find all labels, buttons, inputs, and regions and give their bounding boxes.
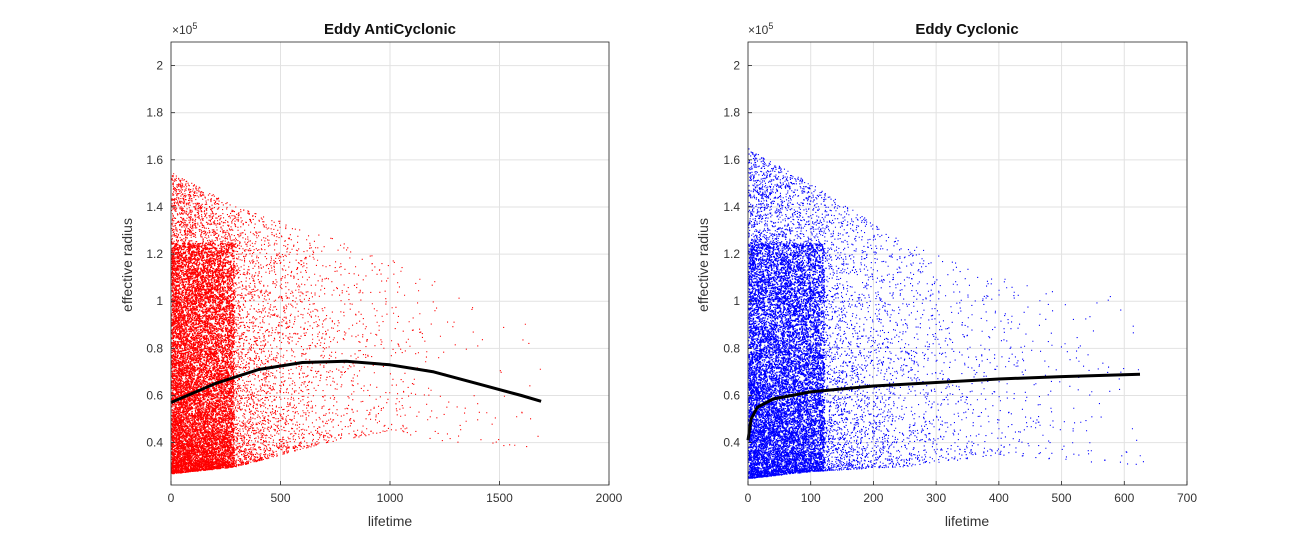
- x-axis-label: lifetime: [368, 513, 413, 529]
- y-tick-label: 0.8: [723, 341, 740, 355]
- y-tick-label: 0.6: [146, 388, 163, 402]
- x-tick-label: 1000: [377, 491, 404, 505]
- panel-cyclonic: 0 100 200 300 400 500 600 700 0.4 0.6 0.8 1 1.2 1.4 1.…: [695, 21, 1197, 529]
- y-tick-label: 1.2: [723, 247, 740, 261]
- x-tick-label: 100: [801, 491, 821, 505]
- y-tick-label: 1.8: [146, 106, 163, 120]
- y-tick-label: 1.2: [146, 247, 163, 261]
- fit-curve: [746, 372, 1141, 441]
- y-tick-label: 0.6: [723, 388, 740, 402]
- y-tick-label: 0.4: [723, 436, 740, 450]
- x-tick-label: 700: [1177, 491, 1197, 505]
- x-tick-label: 1500: [486, 491, 513, 505]
- x-tick-label: 0: [168, 491, 175, 505]
- y-tick-label: 1: [733, 294, 740, 308]
- x-tick-label: 0: [745, 491, 752, 505]
- y-tick-label: 1.4: [146, 200, 163, 214]
- scatter-point-cloud: [748, 148, 1144, 479]
- panel-anticyclonic: 0 500 1000 1500 20000.40.60.811.21.41.61.82 …: [119, 21, 623, 529]
- tick-labels: 0 500 1000 1500 2000 0.4 0.6 0.8 1 1.2 1.4 1.6 1.8 2: [146, 59, 622, 505]
- y-axis-label: effective radius: [695, 218, 711, 312]
- y-tick-label: 1.4: [723, 200, 740, 214]
- x-tick-label: 400: [989, 491, 1009, 505]
- y-tick-label: 1: [156, 294, 163, 308]
- x-tick-label: 300: [926, 491, 946, 505]
- x-tick-label: 200: [863, 491, 883, 505]
- scatter-points: [171, 173, 541, 475]
- tick-labels: 0 100 200 300 400 500 600 700 0.4 0.6 0.8 1 1.2 1.4 1.…: [723, 59, 1197, 505]
- y-tick-label: 1.6: [146, 153, 163, 167]
- x-tick-label: 500: [1052, 491, 1072, 505]
- scatter-point-cloud: [171, 173, 541, 475]
- y-tick-label: 1.8: [723, 106, 740, 120]
- chart-title: Eddy Cyclonic: [915, 21, 1018, 38]
- fit-line: [170, 359, 542, 404]
- y-tick-label: 1.6: [723, 153, 740, 167]
- y-tick-label: 2: [156, 59, 163, 73]
- y-tick-label: 2: [733, 59, 740, 73]
- grid-lines: [170, 42, 610, 485]
- y-exponent-label: ×105: [748, 21, 773, 37]
- x-tick-label: 600: [1114, 491, 1134, 505]
- x-tick-label: 2000: [596, 491, 623, 505]
- y-axis-label: effective radius: [119, 218, 135, 312]
- fit-line: [746, 372, 1141, 441]
- scatter-points: [748, 148, 1144, 479]
- chart-title: Eddy AntiCyclonic: [324, 21, 456, 38]
- y-tick-label: 0.4: [146, 436, 163, 450]
- axes: [747, 41, 1188, 486]
- axes-box: [747, 41, 1188, 486]
- x-tick-label: 500: [270, 491, 290, 505]
- fit-curve: [170, 359, 542, 404]
- x-axis-label: lifetime: [945, 513, 990, 529]
- y-tick-label: 0.8: [146, 341, 163, 355]
- y-exponent-label: ×105: [172, 21, 197, 37]
